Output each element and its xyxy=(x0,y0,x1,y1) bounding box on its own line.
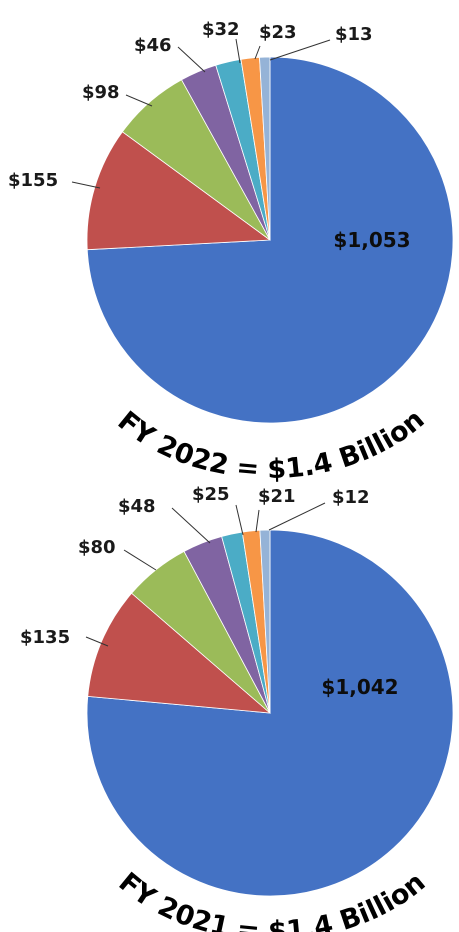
fy2022-data-label-1: $1,053 xyxy=(333,228,410,252)
fy2022-slice-2 xyxy=(86,131,272,251)
fy2021-leader-line-3 xyxy=(123,549,157,571)
fy2021-pie-chart: $1,042$135$80$48$25 $21 $12 FY 2021 = $1.4… xyxy=(20,484,454,932)
fy2021-slices xyxy=(86,529,454,897)
fy2022-slices xyxy=(86,56,454,424)
fy2022-leader-line-4 xyxy=(177,46,206,73)
fy2022-leader-line-6 xyxy=(254,45,261,60)
fy2021-data-label-7: $12 xyxy=(332,487,370,508)
fy2021-slice-1 xyxy=(86,529,454,897)
fy2021-leader-line-6 xyxy=(255,509,260,533)
fy2021-data-label-2: $135 xyxy=(20,627,70,648)
fy2022-data-label-3: $98 xyxy=(82,82,120,103)
fy2022-slice-7 xyxy=(259,56,271,241)
fy2021-leader-line-5 xyxy=(235,504,244,536)
fy2022-data-label-4: $46 xyxy=(134,35,172,56)
fy2022-data-label-6: $23 xyxy=(259,22,297,43)
fy2021-data-labels: $1,042 $135 $80$48 $25 $21 $12 xyxy=(20,484,399,699)
fy2021-leader-line-2 xyxy=(85,636,109,647)
fy2021-data-label-4: $48 xyxy=(118,496,156,517)
fy2021-leader-line-4 xyxy=(171,507,211,544)
fy2022-data-labels: $1,053 $155 $98 $46 $32 $23 $13 xyxy=(8,19,411,252)
fy2022-data-label-2: $155 xyxy=(8,170,58,191)
fy2022-leader-line-2 xyxy=(71,181,101,189)
fy2021-leader-line-7 xyxy=(268,502,326,531)
fy2021-data-label-1: $1,042 xyxy=(321,675,398,699)
fy2021-slice-2 xyxy=(87,592,272,714)
fy2022-data-label-5: $32 xyxy=(202,19,240,40)
fy2022-leader-line-5 xyxy=(235,38,241,64)
fy2022-leader-line-3 xyxy=(125,94,153,107)
fy2021-data-label-5: $25 xyxy=(192,484,230,505)
fy2021-data-label-3: $80 xyxy=(78,537,116,558)
fy2022-leader-line-7 xyxy=(269,39,331,61)
fy2022-pie-chart: $1,053$155$98$46$32 $23 $13 FY 2022 = $1.4… xyxy=(8,19,454,485)
fy2022-data-label-7: $13 xyxy=(335,24,373,45)
fy2021-data-label-6: $21 xyxy=(258,486,296,507)
